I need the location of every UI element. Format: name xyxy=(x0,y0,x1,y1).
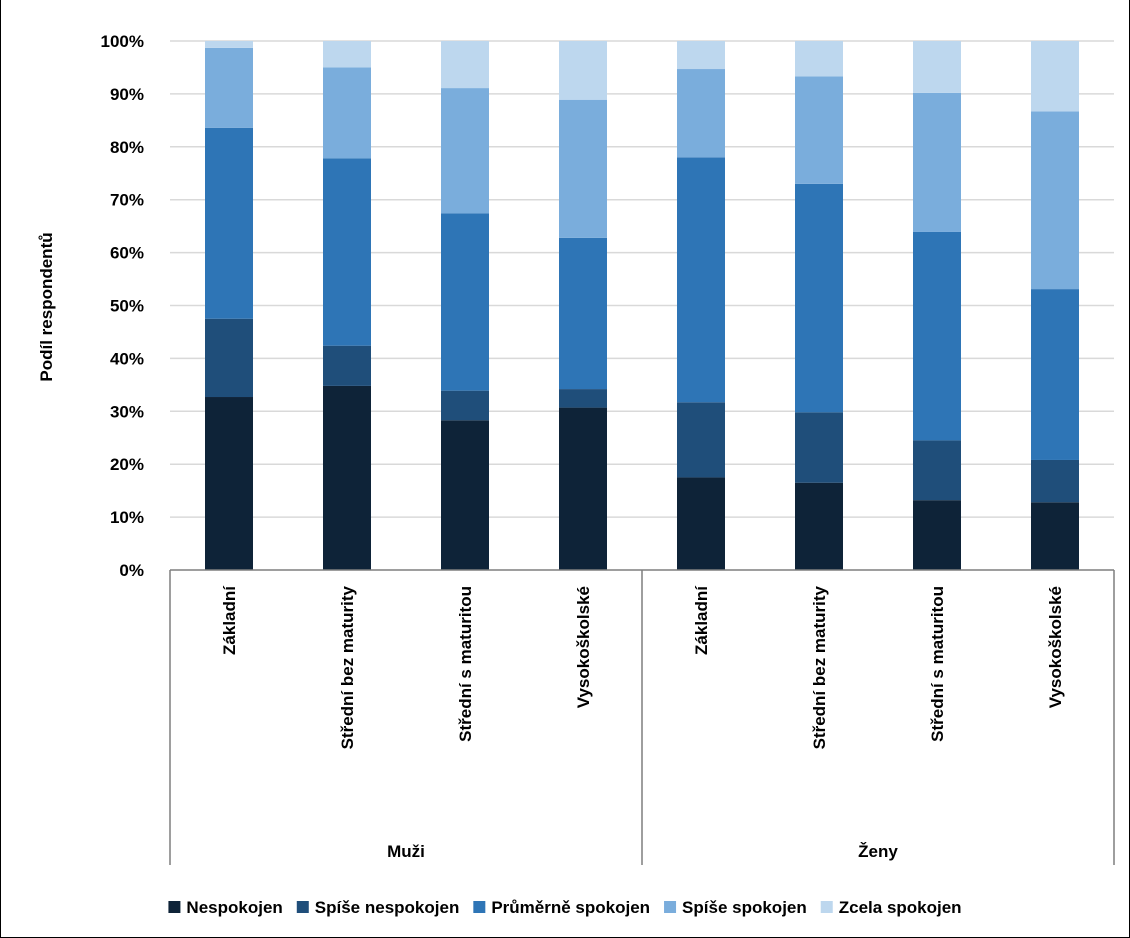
x-category-label: Základní xyxy=(220,585,239,655)
legend-swatch xyxy=(664,901,677,913)
legend-swatch xyxy=(296,901,309,913)
x-group-labels: Muži Ženy xyxy=(387,842,898,861)
legend-swatch xyxy=(168,901,181,913)
bar-segment xyxy=(323,345,371,386)
y-tick-label: 20% xyxy=(110,455,144,474)
bar-segment xyxy=(441,420,489,570)
bar-segment xyxy=(205,127,253,319)
bar-segment xyxy=(795,76,843,184)
bar-segment xyxy=(559,407,607,570)
x-category-label: Střední s maturitou xyxy=(928,586,947,742)
bar-segment xyxy=(559,41,607,100)
bar-segment xyxy=(205,397,253,570)
y-tick-label: 80% xyxy=(110,138,144,157)
bar-segment xyxy=(323,385,371,570)
bar-segment xyxy=(559,99,607,238)
x-category-label: Střední bez maturity xyxy=(338,585,357,749)
bar-segment xyxy=(323,41,371,68)
bar-segment xyxy=(913,500,961,570)
axes xyxy=(169,569,1115,865)
x-category-label: Střední s maturitou xyxy=(456,586,475,742)
y-tick-label: 30% xyxy=(110,402,144,421)
bar-segment xyxy=(1031,289,1079,460)
legend-swatch xyxy=(473,901,486,913)
x-group-label: Muži xyxy=(387,842,425,861)
bar-segment xyxy=(913,440,961,501)
bar-segment xyxy=(441,390,489,421)
bar-segment xyxy=(1031,111,1079,290)
bar-segment xyxy=(205,318,253,398)
bar-segment xyxy=(323,158,371,346)
x-category-label: Střední bez maturity xyxy=(810,585,829,749)
bar-segment xyxy=(677,41,725,70)
bar-segment xyxy=(441,41,489,89)
bar-segment xyxy=(323,67,371,159)
bar-segment xyxy=(795,412,843,483)
bar-segment xyxy=(795,482,843,570)
bars xyxy=(205,41,1079,570)
gridlines xyxy=(170,40,1114,518)
y-tick-label: 40% xyxy=(110,349,144,368)
x-category-label: Základní xyxy=(692,585,711,655)
bar-segment xyxy=(1031,459,1079,503)
x-category-labels: Základní Střední bez maturity Střední s ma… xyxy=(220,585,1065,750)
bar-segment xyxy=(677,157,725,403)
bar-segment xyxy=(795,183,843,413)
bar-segment xyxy=(205,47,253,128)
x-category-label: Vysokoškolské xyxy=(1046,586,1065,708)
bar-segment xyxy=(441,88,489,214)
bar-segment xyxy=(677,477,725,570)
bar-segment xyxy=(559,389,607,408)
bar-segment xyxy=(1031,41,1079,112)
y-tick-label: 100% xyxy=(101,32,144,51)
bar-segment xyxy=(913,231,961,441)
y-tick-label: 60% xyxy=(110,244,144,263)
legend-label: Průměrně spokojen xyxy=(491,898,650,917)
bar-segment xyxy=(677,402,725,478)
legend: Nespokojen Spíše nespokojen Průměrně spoko… xyxy=(168,898,962,917)
legend-label: Spíše spokojen xyxy=(682,898,807,917)
bar-segment xyxy=(677,69,725,158)
bar-segment xyxy=(795,41,843,77)
legend-label: Nespokojen xyxy=(186,898,282,917)
bar-segment xyxy=(913,41,961,93)
bar-segment xyxy=(1031,502,1079,570)
y-tick-label: 10% xyxy=(110,508,144,527)
y-tick-label: 70% xyxy=(110,191,144,210)
legend-label: Zcela spokojen xyxy=(839,898,962,917)
y-tick-label: 0% xyxy=(119,561,144,580)
y-tick-labels: 0% 10% 20% 30% 40% 50% 60% 70% 80% 90% 100% xyxy=(101,32,144,580)
y-axis-label: Podíl respondentů xyxy=(37,232,56,381)
x-category-label: Vysokoškolské xyxy=(574,586,593,708)
bar-segment xyxy=(913,92,961,232)
bar-segment xyxy=(205,41,253,48)
x-group-label: Ženy xyxy=(858,842,898,861)
bar-segment xyxy=(441,213,489,391)
y-tick-label: 50% xyxy=(110,297,144,316)
legend-swatch xyxy=(820,901,833,913)
y-tick-label: 90% xyxy=(110,85,144,104)
bar-segment xyxy=(559,237,607,390)
legend-label: Spíše nespokojen xyxy=(315,898,460,917)
